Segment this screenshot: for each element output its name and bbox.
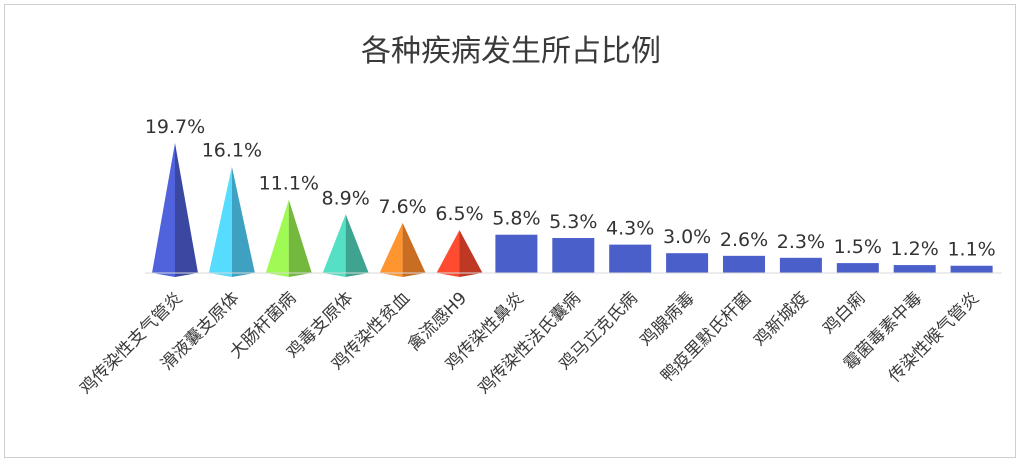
cone-face-light [322,214,346,277]
cone-face-dark [345,214,369,277]
bar-mark [666,253,709,273]
bar-mark [609,244,652,273]
category-label: 鸡传染性支气管炎 [76,288,186,398]
cone-face-dark [459,230,483,277]
cone-mark [208,166,255,277]
cone-face-light [436,230,460,277]
cone-face-dark [402,222,426,277]
category-label: 鸡新城疫 [750,288,812,350]
cone-face-light [379,222,403,277]
chart-canvas: 各种疾病发生所占比例 19.7%16.1% 11.1%8.9% 7.6% 6.5% 5.… [76,34,1002,399]
data-label: 4.3% [606,218,654,240]
cone-mark [322,214,369,277]
cone-mark [379,222,426,277]
cone-face-dark [175,142,198,277]
cone-face-light [208,166,232,277]
data-label: 19.7% [145,116,205,138]
bar-mark [893,265,936,273]
chart-marks [152,142,993,277]
category-labels: 鸡传染性支气管炎滑液囊支原体大肠杆菌病鸡毒支原体鸡传染性贫血禽流感H9鸡传染性鼻… [76,288,983,398]
chart-title: 各种疾病发生所占比例 [361,34,661,69]
data-label: 1.2% [891,238,939,260]
bar-mark [495,234,538,273]
chart-frame: 各种疾病发生所占比例 19.7% 16.1% 11.1% 8.9% 7.6% 6.5% 5.… [4,4,1016,458]
cone-face-light [152,142,175,277]
data-label: 2.3% [777,231,825,253]
data-label: 16.1% [202,140,262,162]
data-label: 5.3% [549,211,597,233]
cone-face-dark [288,199,312,277]
data-label: 7.6% [378,196,426,218]
cone-face-light [265,199,289,277]
cone-mark [152,142,198,277]
data-label: 3.0% [663,226,711,248]
cone-face-dark [231,166,255,277]
bar-mark [552,238,595,273]
cone-mark [265,199,312,277]
data-label: 11.1% [259,173,319,195]
bar-mark [950,265,993,273]
category-label: 鸡白痢 [819,288,869,338]
category-label: 鸡传染性法氏囊病 [475,288,585,398]
data-label: 1.5% [834,236,882,258]
bar-mark [723,255,765,273]
data-label: 1.1% [947,239,995,261]
data-label: 6.5% [435,203,483,225]
cone-mark [436,230,483,277]
bar-mark [779,257,822,273]
data-labels: 19.7%16.1% 11.1%8.9% 7.6% 6.5% 5.8% 5.3% 4.3% 3… [145,116,996,261]
data-label: 2.6% [720,229,768,251]
data-label: 5.8% [492,208,540,230]
data-label: 8.9% [322,187,370,209]
bar-mark [836,263,879,273]
